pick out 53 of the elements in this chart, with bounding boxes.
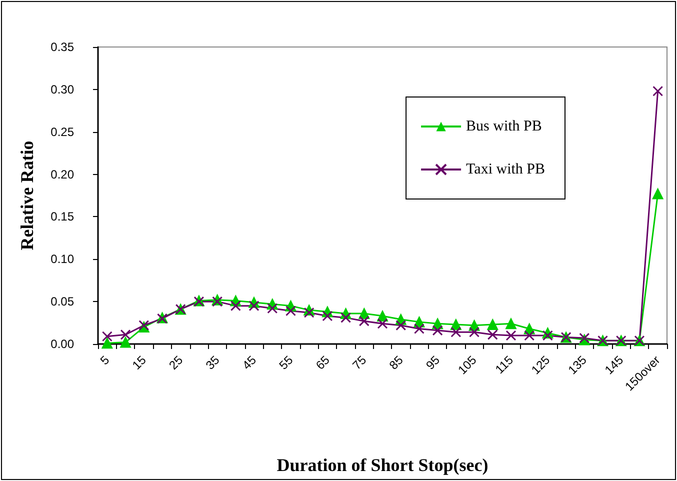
point [267, 303, 278, 314]
point [102, 331, 112, 342]
point [102, 338, 113, 349]
point [120, 329, 131, 340]
point [450, 326, 462, 338]
x-tick-label: 135 [565, 352, 590, 378]
x-tick-label: 25 [166, 352, 186, 372]
point [304, 307, 314, 318]
point [322, 310, 333, 322]
x-tick-label: 35 [202, 352, 222, 372]
y-tick-label: 0.20 [50, 167, 74, 182]
point [340, 312, 352, 323]
y-tick-label: 0.10 [50, 252, 74, 266]
x-axis-title: Duration of Short Stop(sec) [276, 455, 488, 475]
point [377, 318, 388, 329]
point [248, 300, 260, 312]
point [524, 330, 535, 341]
y-tick-label: 0.05 [50, 294, 74, 309]
point [120, 336, 132, 348]
x-tick-label: 105 [455, 352, 480, 378]
point [542, 330, 553, 341]
x-tick-label: 145 [602, 352, 626, 378]
y-tick-label: 0.25 [50, 124, 74, 139]
point [358, 316, 370, 326]
point [505, 318, 516, 330]
point [506, 330, 516, 341]
x-tick-label: 45 [240, 352, 260, 372]
point [414, 323, 424, 334]
y-tick-label: 0.15 [50, 210, 74, 224]
point [652, 188, 664, 200]
legend-label: Taxi with PB [466, 162, 546, 178]
point [285, 306, 296, 316]
y-tick-label: 0.00 [50, 337, 74, 351]
point [487, 318, 498, 330]
y-tick-label: 0.30 [50, 82, 74, 96]
legend-label: Bus with PB [466, 118, 542, 134]
y-axis-title: Relative Ratio [17, 140, 37, 250]
x-tick-label: 5 [98, 352, 112, 368]
point [469, 326, 480, 338]
y-tick-label: 0.35 [50, 40, 74, 54]
point [487, 329, 498, 340]
x-tick-label: 85 [386, 352, 406, 372]
x-tick-label: 75 [350, 352, 370, 372]
point [396, 320, 406, 331]
point [432, 325, 443, 336]
x-tick-label: 15 [130, 352, 150, 372]
x-tick-label: 55 [276, 352, 296, 372]
point [230, 300, 241, 312]
x-tick-label: 125 [528, 352, 553, 378]
x-tick-label: 65 [313, 352, 333, 372]
x-tick-label: 115 [492, 352, 516, 376]
point [652, 86, 664, 96]
x-tick-label: 95 [423, 352, 443, 372]
